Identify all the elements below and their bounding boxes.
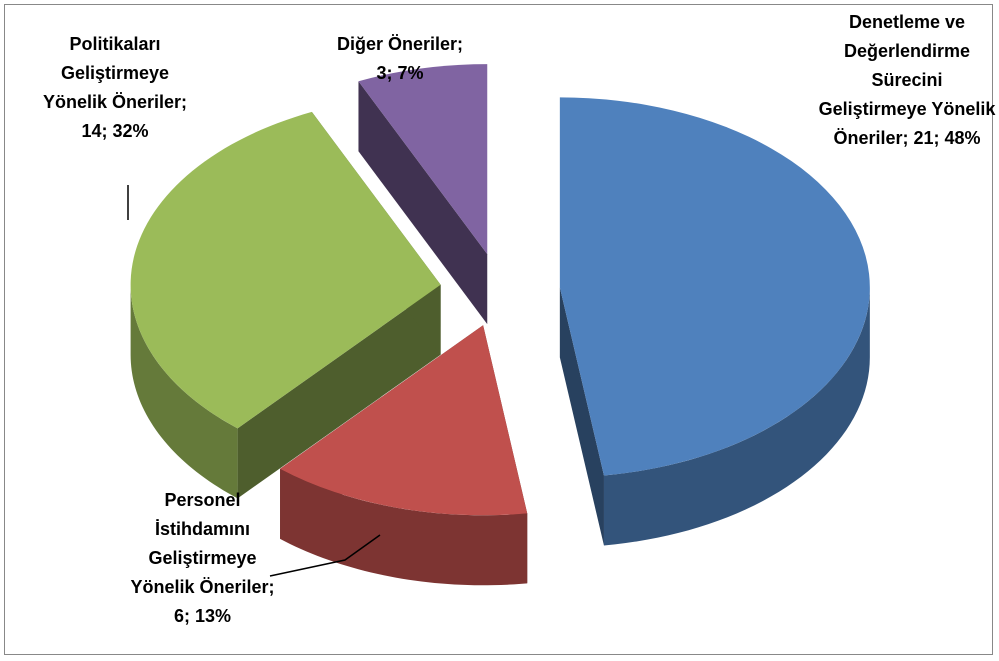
label-sep: ; — [386, 63, 398, 83]
data-label: Diğer Öneriler; 3; 7% — [335, 30, 465, 88]
label-sep: ; — [101, 121, 113, 141]
label-percent: 48% — [944, 128, 981, 148]
data-label: Denetleme ve Değerlendirme Sürecini Geli… — [815, 8, 999, 153]
leader-line — [269, 534, 381, 577]
label-value: 14 — [81, 121, 102, 141]
label-percent: 7% — [397, 63, 424, 83]
label-name: Denetleme ve Değerlendirme Sürecini Geli… — [818, 12, 996, 148]
slice-side — [603, 287, 870, 546]
chart-frame — [4, 4, 993, 655]
label-value: 21 — [913, 128, 934, 148]
slice — [358, 64, 488, 255]
slice-wall — [559, 287, 604, 546]
label-percent: 32% — [112, 121, 149, 141]
data-label: Politikaları Geliştirmeye Yönelik Öneril… — [30, 30, 200, 146]
slice — [280, 325, 528, 516]
slice-wall — [237, 284, 441, 499]
slice — [130, 111, 441, 429]
slice — [559, 97, 870, 476]
slice-wall — [358, 81, 488, 325]
slice-side — [280, 468, 528, 586]
label-name: Politikaları Geliştirmeye Yönelik Öneril… — [42, 34, 182, 112]
label-value: 6 — [173, 606, 184, 626]
label-name: Personel İstihdamını Geliştirmeye Yöneli… — [130, 490, 269, 597]
label-sep: ; — [902, 128, 914, 148]
label-sep: ; — [457, 34, 464, 54]
label-sep: ; — [268, 577, 275, 597]
slice-side — [130, 284, 238, 499]
pie-top — [130, 64, 870, 516]
label-percent: 13% — [194, 606, 232, 626]
label-value: 3 — [376, 63, 387, 83]
label-sep: ; — [181, 92, 188, 112]
data-label: Personel İstihdamını Geliştirmeye Yöneli… — [120, 486, 285, 631]
label-name: Diğer Öneriler — [336, 34, 458, 54]
label-sep: ; — [183, 606, 195, 626]
label-sep: ; — [933, 128, 945, 148]
